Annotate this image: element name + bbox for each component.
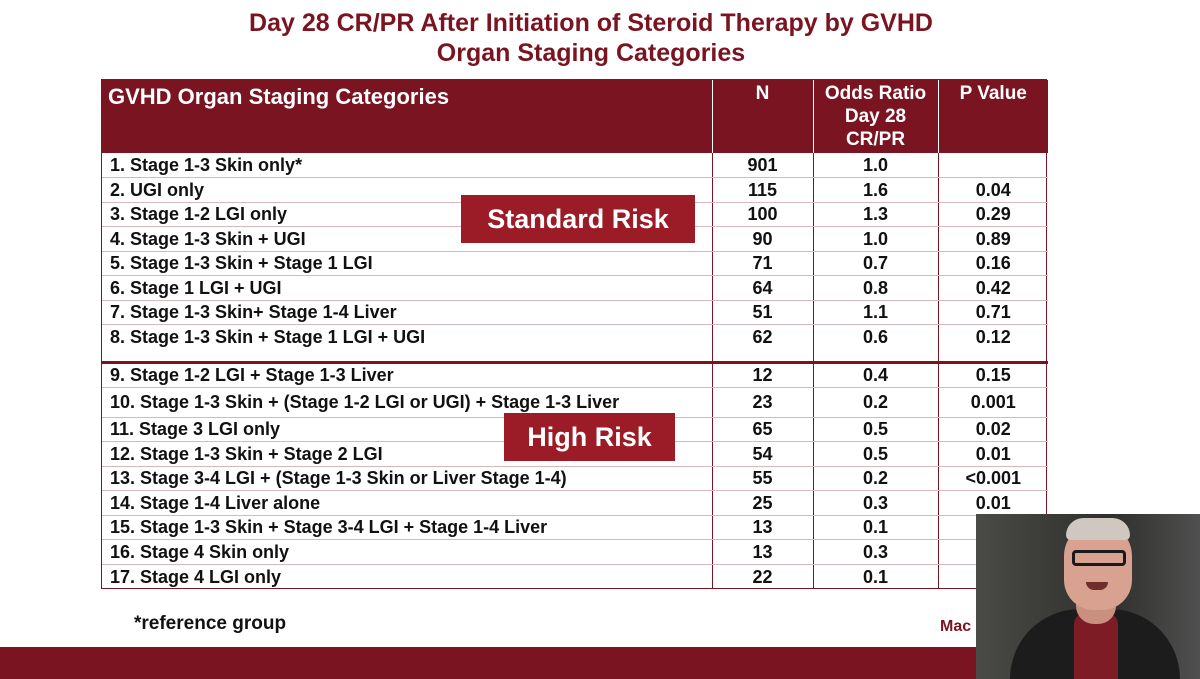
row-n: 90 [712, 226, 814, 252]
row-odds-ratio: 0.5 [813, 441, 939, 467]
citation: Mac [940, 618, 972, 635]
row-odds-ratio: 1.1 [813, 300, 939, 325]
row-odds-ratio: 0.4 [813, 362, 939, 388]
row-category: 14. Stage 1-4 Liver alone [102, 490, 713, 516]
staging-table: GVHD Organ Staging Categories N Odds Rat… [101, 79, 1048, 589]
row-n: 25 [712, 490, 814, 516]
row-p-value: 0.89 [938, 226, 1048, 252]
slide-title-line-1: Day 28 CR/PR After Initiation of Steroid… [249, 9, 933, 37]
row-n: 54 [712, 441, 814, 467]
row-category: 8. Stage 1-3 Skin + Stage 1 LGI + UGI [102, 324, 713, 364]
header-odds-line-1: Odds Ratio [824, 83, 927, 104]
row-p-value: 0.71 [938, 300, 1048, 325]
slide-title: Day 28 CR/PR After Initiation of Steroid… [0, 8, 1182, 68]
row-p-value: 0.01 [938, 441, 1048, 467]
row-category: 6. Stage 1 LGI + UGI [102, 275, 713, 301]
row-odds-ratio: 0.1 [813, 515, 939, 540]
header-odds-ratio: Odds Ratio Day 28 CR/PR [813, 80, 939, 153]
presenter-video[interactable] [976, 514, 1200, 679]
row-p-value: 0.29 [938, 202, 1048, 227]
row-n: 115 [712, 177, 814, 203]
row-odds-ratio: 1.3 [813, 202, 939, 227]
row-p-value [938, 153, 1048, 178]
row-category: 13. Stage 3-4 LGI + (Stage 1-3 Skin or L… [102, 466, 713, 491]
row-odds-ratio: 0.2 [813, 466, 939, 491]
row-odds-ratio: 0.5 [813, 417, 939, 442]
row-odds-ratio: 0.3 [813, 490, 939, 516]
row-category: 15. Stage 1-3 Skin + Stage 3-4 LGI + Sta… [102, 515, 713, 540]
row-n: 62 [712, 324, 814, 364]
row-odds-ratio: 0.7 [813, 251, 939, 276]
row-n: 23 [712, 387, 814, 418]
glasses-icon [1072, 550, 1126, 566]
table-row: 8. Stage 1-3 Skin + Stage 1 LGI + UGI 62 0… [102, 324, 1048, 364]
row-p-value: 0.01 [938, 490, 1048, 516]
table-row: 1. Stage 1-3 Skin only* 901 1.0 [102, 153, 1048, 178]
row-p-value: 0.04 [938, 177, 1048, 203]
row-n: 64 [712, 275, 814, 301]
row-category: 10. Stage 1-3 Skin + (Stage 1-2 LGI or U… [102, 387, 713, 418]
row-p-value: 0.15 [938, 362, 1048, 388]
row-n: 901 [712, 153, 814, 178]
row-odds-ratio: 1.0 [813, 226, 939, 252]
presenter-mouth [1086, 582, 1108, 590]
row-category: 16. Stage 4 Skin only [102, 539, 713, 565]
presenter-shirt [1074, 614, 1118, 679]
row-category: 17. Stage 4 LGI only [102, 564, 713, 589]
table-row: 5. Stage 1-3 Skin + Stage 1 LGI 71 0.7 0.16 [102, 251, 1048, 276]
row-category: 1. Stage 1-3 Skin only* [102, 153, 713, 178]
table-row: 10. Stage 1-3 Skin + (Stage 1-2 LGI or U… [102, 387, 1048, 418]
row-odds-ratio: 0.3 [813, 539, 939, 565]
header-category: GVHD Organ Staging Categories [102, 80, 713, 153]
table-row: 14. Stage 1-4 Liver alone 25 0.3 0.01 [102, 490, 1048, 516]
row-odds-ratio: 0.1 [813, 564, 939, 589]
reference-footnote: *reference group [134, 613, 287, 634]
table-row: 15. Stage 1-3 Skin + Stage 3-4 LGI + Sta… [102, 515, 1048, 540]
row-n: 13 [712, 515, 814, 540]
slide-title-line-2: Organ Staging Categories [436, 39, 746, 67]
high-risk-label: High Risk [504, 413, 675, 461]
row-category: 7. Stage 1-3 Skin+ Stage 1-4 Liver [102, 300, 713, 325]
row-n: 65 [712, 417, 814, 442]
header-odds-line-3: CR/PR [845, 129, 906, 150]
row-p-value: <0.001 [938, 466, 1048, 491]
row-odds-ratio: 1.6 [813, 177, 939, 203]
row-category: 9. Stage 1-2 LGI + Stage 1-3 Liver [102, 362, 713, 388]
row-p-value: 0.12 [938, 324, 1048, 364]
row-n: 55 [712, 466, 814, 491]
table-row: 6. Stage 1 LGI + UGI 64 0.8 0.42 [102, 275, 1048, 301]
row-n: 100 [712, 202, 814, 227]
table-row: 7. Stage 1-3 Skin+ Stage 1-4 Liver 51 1.1 0… [102, 300, 1048, 325]
row-p-value: 0.02 [938, 417, 1048, 442]
table-row: 2. UGI only 115 1.6 0.04 [102, 177, 1048, 203]
row-odds-ratio: 1.0 [813, 153, 939, 178]
header-n: N [712, 80, 814, 153]
row-n: 71 [712, 251, 814, 276]
row-p-value: 0.16 [938, 251, 1048, 276]
row-p-value: 0.42 [938, 275, 1048, 301]
row-category: 5. Stage 1-3 Skin + Stage 1 LGI [102, 251, 713, 276]
row-n: 51 [712, 300, 814, 325]
header-odds-line-2: Day 28 [844, 106, 907, 127]
presenter-hair [1066, 518, 1130, 540]
row-odds-ratio: 0.6 [813, 324, 939, 364]
table-row: 9. Stage 1-2 LGI + Stage 1-3 Liver 12 0.4 0… [102, 362, 1048, 388]
table-row: 13. Stage 3-4 LGI + (Stage 1-3 Skin or L… [102, 466, 1048, 491]
standard-risk-label: Standard Risk [461, 195, 695, 243]
row-odds-ratio: 0.2 [813, 387, 939, 418]
table-header-row: GVHD Organ Staging Categories N Odds Rat… [102, 80, 1048, 153]
row-p-value: 0.001 [938, 387, 1048, 418]
row-odds-ratio: 0.8 [813, 275, 939, 301]
row-n: 13 [712, 539, 814, 565]
row-n: 22 [712, 564, 814, 589]
row-n: 12 [712, 362, 814, 388]
header-p-value: P Value [938, 80, 1048, 153]
